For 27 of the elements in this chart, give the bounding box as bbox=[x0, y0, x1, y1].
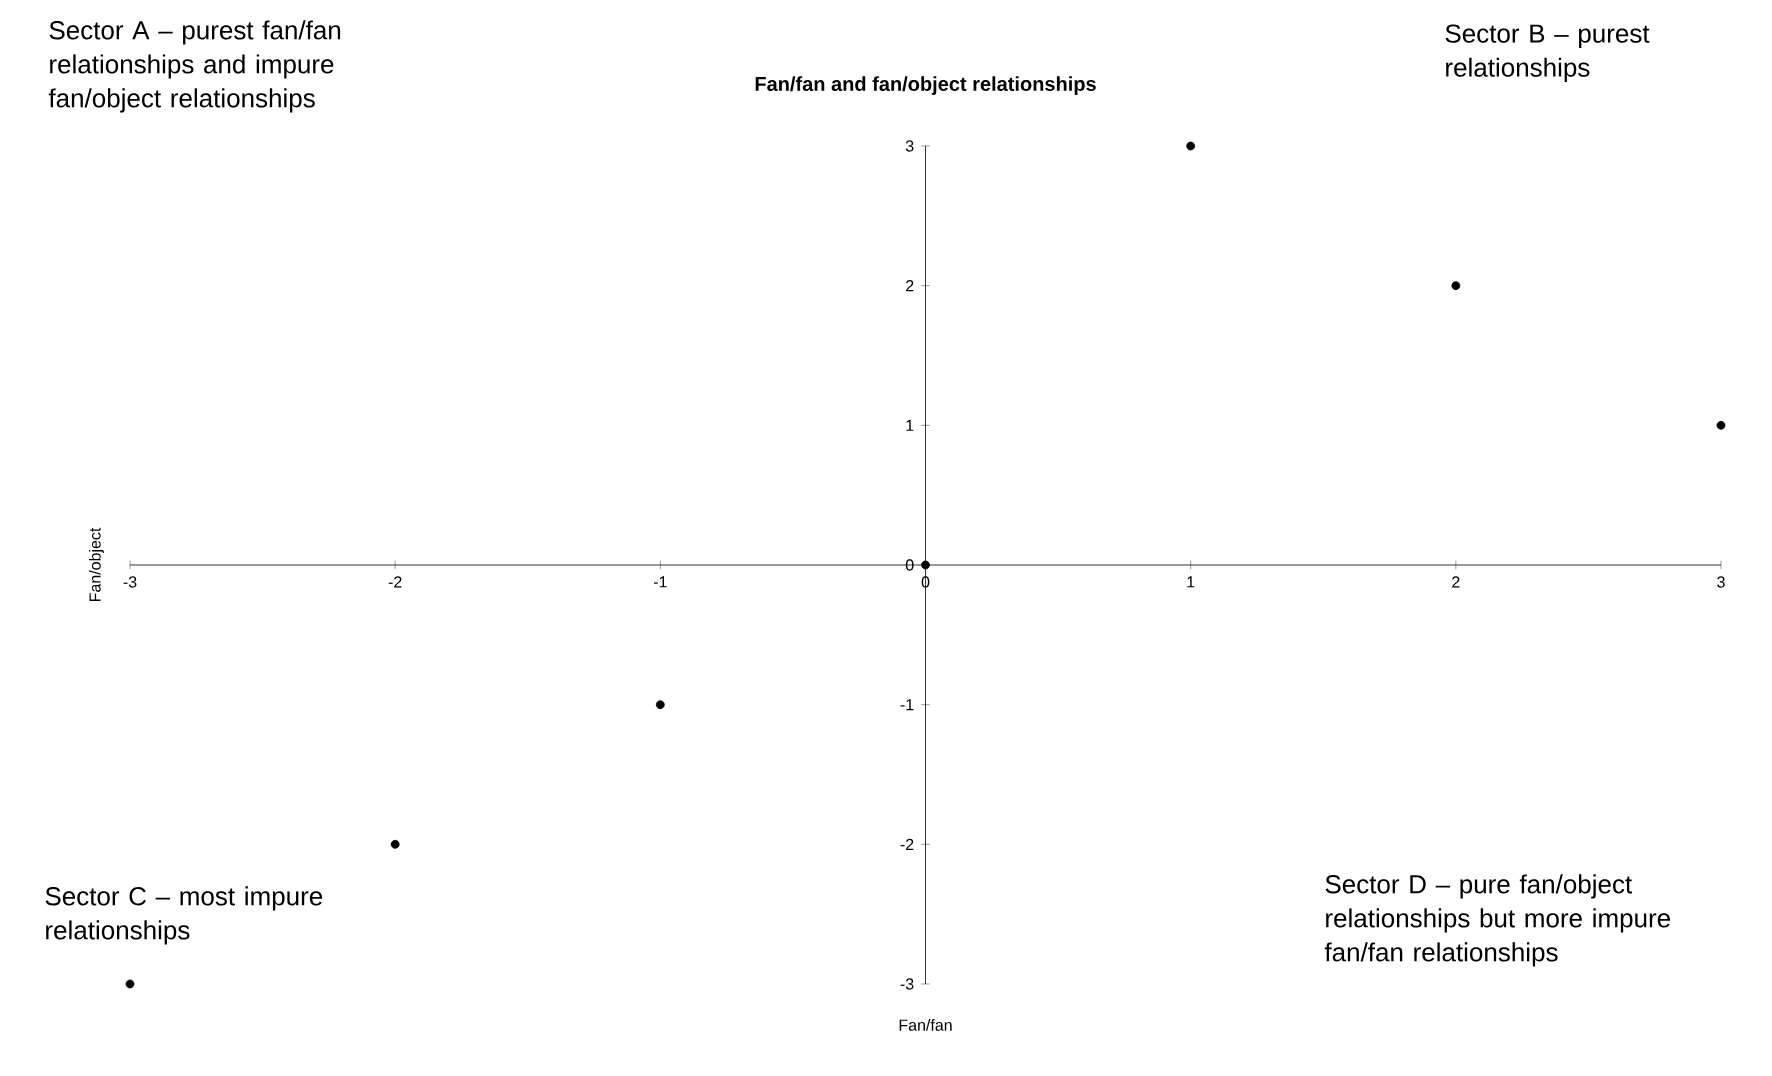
point bbox=[1451, 281, 1461, 291]
annotation: Sector D – pure fan/object relationships but more impure fan/fan relationships bbox=[1324, 874, 1670, 967]
point bbox=[390, 839, 400, 849]
y-tick-label: 2 bbox=[906, 280, 914, 292]
y-tick-label: 3 bbox=[905, 140, 914, 152]
x-tick-label: 2 bbox=[1452, 576, 1460, 588]
x-tick-label: 3 bbox=[1717, 576, 1725, 588]
annotation: Sector C – most impure relationships bbox=[45, 886, 323, 945]
point bbox=[1716, 420, 1726, 430]
x-tick-label: 1 bbox=[1187, 576, 1195, 588]
y-tick-label: -3 bbox=[900, 978, 914, 990]
y-tick-label: 0 bbox=[905, 559, 914, 571]
y-tick-label: -1 bbox=[900, 699, 914, 711]
text: Sector B – purest relationships bbox=[1445, 24, 1650, 82]
point bbox=[125, 979, 135, 989]
x-tick-label: -3 bbox=[123, 576, 137, 588]
chart-title: Fan/fan and fan/object relationships bbox=[755, 76, 1096, 95]
y-tick-label: -2 bbox=[900, 838, 914, 850]
x-axis-title: Fan/fan bbox=[899, 1019, 952, 1031]
y-tick-label: 1 bbox=[906, 419, 914, 431]
x-tick-label: -1 bbox=[653, 576, 667, 588]
text: Sector A – purest fan/fan relationships and impure fan/object relationships bbox=[48, 20, 341, 113]
y-axis-title: Fan/object bbox=[88, 527, 104, 602]
point bbox=[655, 700, 665, 710]
point bbox=[921, 560, 930, 570]
x-tick-label: -2 bbox=[388, 576, 402, 588]
point bbox=[1186, 141, 1196, 151]
